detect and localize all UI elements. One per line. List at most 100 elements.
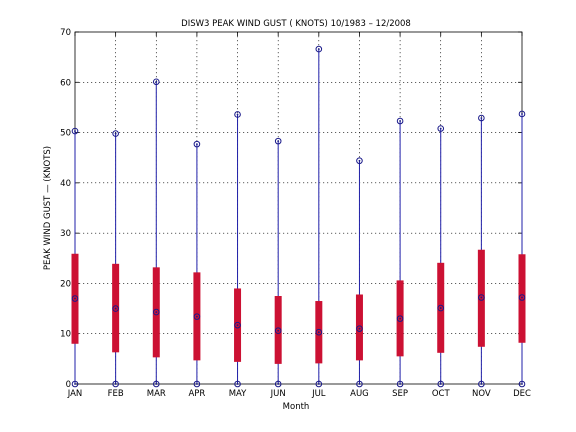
max-marker — [437, 125, 445, 132]
x-tick-label: NOV — [472, 389, 491, 399]
x-tick-label: JAN — [67, 389, 83, 399]
median-marker — [193, 313, 201, 320]
max-marker — [71, 127, 79, 135]
median-marker — [71, 295, 79, 302]
iqr-box — [355, 294, 363, 361]
min-marker — [71, 380, 79, 388]
x-axis-label: Month — [283, 402, 310, 412]
y-tick-label: 70 — [60, 28, 71, 38]
x-tick-label: APR — [188, 389, 205, 399]
median-marker-center — [521, 296, 523, 299]
max-marker-center — [277, 140, 280, 143]
median-marker — [518, 294, 526, 301]
median-marker — [112, 305, 119, 312]
x-tick-label: FEB — [108, 389, 124, 399]
max-marker-center — [155, 80, 158, 83]
min-marker — [437, 380, 445, 388]
box-oct — [437, 125, 445, 388]
y-tick-label: 30 — [60, 229, 71, 239]
median-marker — [396, 315, 404, 322]
max-marker-center — [439, 127, 442, 130]
x-tick-label: JUN — [270, 389, 286, 399]
y-tick-label: 20 — [60, 279, 71, 289]
max-marker-center — [480, 117, 483, 119]
y-tick-label: 50 — [60, 129, 71, 139]
x-tick-label: AUG — [350, 389, 369, 399]
min-marker-center — [114, 383, 117, 385]
median-marker — [234, 321, 241, 329]
median-marker-center — [114, 307, 117, 310]
median-marker-center — [196, 315, 198, 318]
box-nov — [477, 114, 485, 388]
max-marker — [152, 78, 160, 86]
min-marker-center — [196, 383, 198, 385]
max-marker — [112, 130, 119, 137]
min-marker-center — [236, 383, 239, 385]
x-tick-label: JUL — [311, 389, 326, 399]
max-marker-center — [521, 113, 523, 115]
min-marker-center — [317, 383, 320, 385]
max-marker-center — [236, 113, 239, 116]
box-series — [71, 45, 526, 388]
min-marker — [518, 380, 526, 388]
median-marker-center — [358, 327, 361, 330]
max-marker — [234, 111, 241, 118]
median-marker — [274, 327, 282, 334]
y-axis-label: PEAK WIND GUST — (KNOTS) — [43, 146, 53, 270]
max-marker-center — [74, 130, 76, 132]
box-jan — [71, 127, 79, 388]
y-tick-label: 0 — [66, 380, 71, 390]
x-tick-label: DEC — [513, 389, 531, 399]
min-marker — [356, 380, 363, 388]
iqr-box — [518, 254, 526, 343]
y-tick-label: 40 — [60, 179, 71, 189]
max-marker — [518, 110, 526, 118]
plot-area — [74, 31, 523, 385]
median-marker — [152, 308, 160, 316]
max-marker-center — [196, 143, 198, 146]
min-marker — [193, 380, 201, 388]
min-marker-center — [277, 383, 280, 385]
min-marker-center — [439, 383, 442, 385]
median-marker — [315, 328, 323, 336]
min-marker — [274, 380, 282, 388]
min-marker — [112, 380, 119, 388]
x-tick-label: OCT — [432, 389, 451, 399]
box-apr — [193, 140, 201, 388]
median-marker-center — [155, 311, 158, 313]
median-marker-center — [439, 307, 442, 309]
max-marker — [396, 117, 404, 125]
box-jun — [274, 137, 282, 388]
max-marker — [356, 157, 363, 165]
box-mar — [152, 78, 160, 388]
median-marker-center — [399, 317, 401, 320]
min-marker — [478, 380, 485, 388]
min-marker-center — [358, 383, 361, 385]
median-marker — [356, 325, 363, 332]
median-marker-center — [480, 296, 483, 299]
min-marker-center — [155, 383, 158, 385]
max-marker — [274, 137, 282, 145]
max-marker-center — [317, 48, 320, 50]
median-marker-center — [277, 329, 280, 332]
box-sep — [396, 117, 404, 388]
grid — [75, 32, 522, 384]
chart-title: DISW3 PEAK WIND GUST ( KNOTS) 10/1983 – … — [181, 19, 411, 29]
median-marker-center — [317, 331, 320, 334]
min-marker-center — [399, 383, 401, 385]
box-aug — [355, 157, 363, 388]
min-marker — [234, 380, 241, 388]
median-marker-center — [236, 324, 239, 327]
box-feb — [112, 130, 120, 388]
min-marker — [396, 380, 404, 388]
min-marker-center — [74, 383, 76, 385]
max-marker-center — [399, 120, 401, 122]
median-marker — [478, 294, 485, 301]
median-marker-center — [74, 297, 76, 300]
min-marker — [152, 380, 160, 388]
max-marker-center — [114, 132, 117, 135]
x-tick-label: SEP — [392, 389, 408, 399]
median-marker — [437, 304, 445, 312]
box-may — [234, 111, 242, 388]
max-marker — [478, 114, 485, 122]
